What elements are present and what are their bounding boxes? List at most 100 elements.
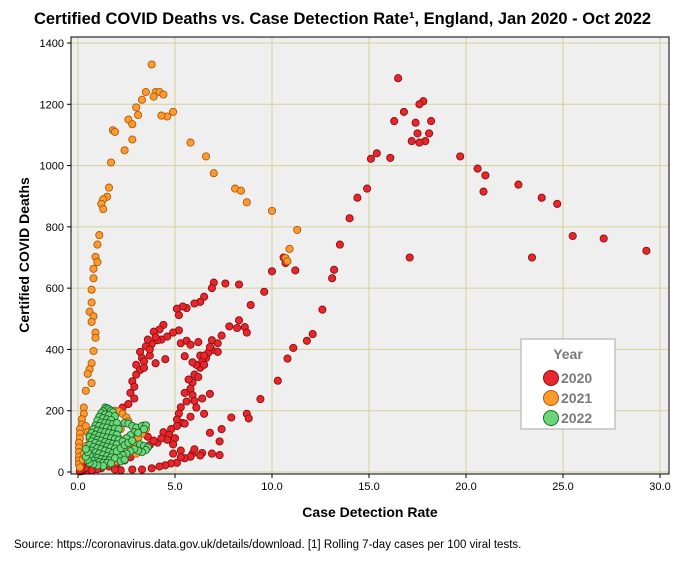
point-2020: [205, 342, 214, 352]
point-2020: [318, 305, 327, 314]
point-2020: [207, 336, 216, 345]
point-2020: [283, 354, 292, 363]
point-2020: [302, 336, 311, 345]
point-2020: [213, 347, 222, 356]
point-2021: [132, 103, 141, 112]
point-2020: [308, 330, 317, 339]
point-2020: [642, 246, 651, 255]
point-2020: [425, 129, 434, 138]
point-2020: [413, 129, 422, 138]
point-2021: [201, 152, 211, 161]
point-2020: [143, 335, 152, 344]
point-2020: [186, 340, 195, 349]
point-2021: [169, 107, 178, 116]
point-2020: [176, 453, 185, 462]
point-2021: [137, 95, 147, 104]
point-2022: [120, 455, 129, 464]
point-2020: [215, 437, 224, 446]
point-2020: [205, 389, 214, 398]
point-2021: [75, 463, 84, 472]
point-2021: [89, 346, 98, 356]
point-2020: [110, 465, 119, 474]
data-points: [74, 60, 651, 476]
x-axis-label: Case Detection Rate: [302, 504, 438, 520]
legend-label-2021: 2021: [561, 390, 592, 406]
point-2020: [198, 394, 207, 403]
y-tick-label: 1000: [40, 161, 64, 173]
point-2020: [427, 117, 436, 126]
point-2020: [145, 345, 154, 354]
point-2020: [157, 434, 166, 443]
point-2021: [147, 60, 156, 69]
point-2020: [151, 333, 160, 342]
point-2021: [95, 231, 104, 240]
point-2020: [514, 180, 523, 189]
point-2020: [139, 363, 149, 372]
x-tick-label: 15.0: [358, 481, 379, 493]
point-2021: [242, 198, 251, 207]
point-2020: [479, 187, 488, 196]
point-2021: [106, 158, 116, 167]
point-2020: [289, 343, 298, 352]
point-2020: [200, 360, 209, 369]
point-2020: [169, 440, 178, 449]
legend-box: [520, 338, 616, 430]
point-2020: [205, 428, 214, 437]
point-2020: [363, 184, 372, 193]
point-2021: [159, 90, 168, 99]
y-axis-label: Certified COVID Deaths: [16, 177, 32, 333]
point-2020: [234, 280, 244, 289]
point-2020: [411, 118, 420, 127]
point-2021: [283, 257, 292, 266]
point-2020: [246, 300, 255, 310]
point-2020: [161, 355, 170, 364]
point-2020: [188, 358, 197, 367]
x-tick-label: 0.0: [70, 481, 85, 493]
point-2021: [110, 127, 119, 136]
point-2021: [89, 264, 98, 273]
x-tick-label: 25.0: [552, 481, 573, 493]
scatter-chart: 0.0 5.0 10.0 15.0 20.0 25.0 30.0 0 200 400 600 800 1…: [16, 36, 671, 520]
point-2020: [386, 153, 395, 162]
point-2021: [104, 183, 114, 192]
point-2020: [405, 253, 414, 262]
point-2020: [190, 299, 199, 308]
legend-marker-2022: [543, 410, 559, 426]
point-2020: [407, 137, 416, 146]
point-2020: [537, 193, 546, 202]
point-2020: [192, 403, 201, 412]
point-2021: [285, 244, 294, 253]
point-2020: [184, 375, 193, 384]
point-2020: [194, 338, 203, 347]
point-2021: [83, 369, 92, 378]
point-2021: [99, 205, 108, 214]
legend-title: Year: [553, 346, 583, 362]
legend-marker-2021: [543, 390, 559, 406]
series-2020: [75, 74, 651, 476]
y-tick-label: 0: [58, 467, 64, 479]
point-2020: [335, 240, 344, 249]
point-2020: [155, 462, 164, 471]
point-2020: [242, 328, 251, 337]
point-2020: [132, 370, 141, 379]
point-2020: [196, 451, 205, 460]
point-2021: [209, 169, 218, 178]
point-2020: [137, 465, 147, 474]
point-2022: [128, 436, 137, 445]
plot-border: [70, 36, 670, 475]
point-2020: [200, 351, 209, 360]
point-2021: [267, 206, 277, 215]
point-2021: [87, 298, 96, 307]
point-2020: [190, 396, 199, 405]
point-2020: [217, 425, 226, 434]
point-2022: [81, 444, 90, 454]
point-2021: [128, 135, 137, 144]
point-2020: [151, 359, 160, 368]
point-2020: [180, 352, 189, 361]
point-2020: [221, 279, 230, 288]
point-2020: [149, 436, 158, 445]
point-2021: [91, 333, 100, 342]
point-2020: [366, 154, 375, 163]
point-2020: [200, 409, 209, 418]
legend: Year 2020 2021 2022: [520, 338, 616, 430]
